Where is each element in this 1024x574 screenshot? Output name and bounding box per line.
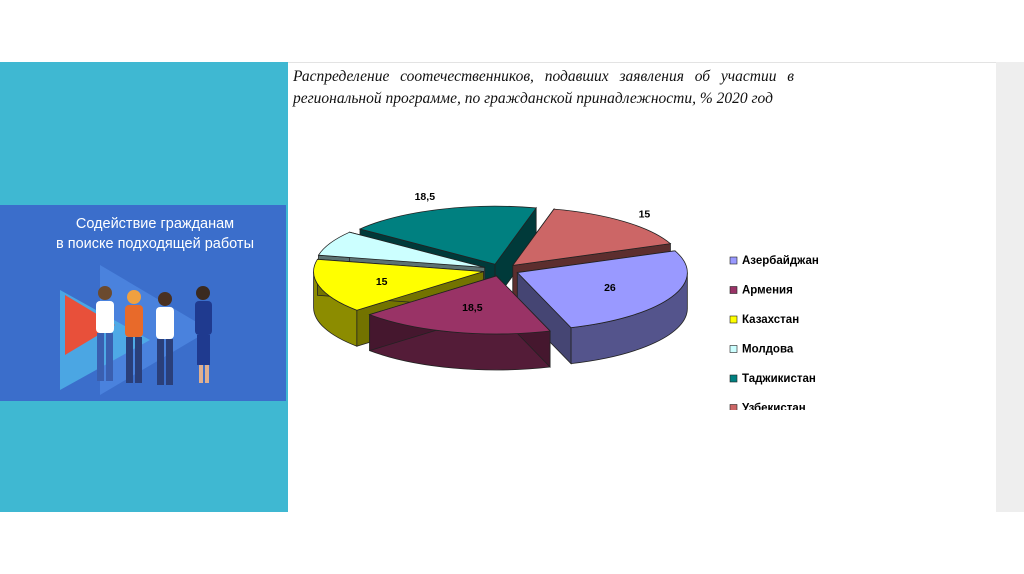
right-scroll-strip [996,62,1024,512]
legend-swatch [729,374,738,383]
top-divider [0,62,1024,63]
chart-legend: Азербайджан Армения Казахстан Молдова Таджик… [729,255,819,411]
chart-title: Распределение соотечественников, подавши… [293,68,794,107]
legend-label: Азербайджан [742,255,819,267]
play-shape-red [65,295,115,355]
data-label: 15 [639,209,651,221]
data-label: 18,5 [462,302,483,314]
legend-swatch [729,256,738,265]
legend-swatch [729,286,738,294]
banner-line-1: Содействие гражданам [75,216,235,232]
worker-figures [96,286,212,385]
banner-caption: Содействие гражданам в поиске подходящей… [30,214,280,254]
banner-illustration [60,265,212,395]
data-label: 15 [376,276,388,288]
legend-label: Молдова [742,344,794,356]
employment-banner: Содействие гражданам в поиске подходящей… [0,205,286,401]
data-label: 26 [604,282,616,294]
data-label: 18,5 [415,191,436,203]
legend-label: Узбекистан [742,403,806,411]
pie-slice [516,250,688,365]
pie-slice [368,274,551,371]
legend-swatch [729,404,738,410]
legend-swatch [729,315,738,324]
pie-slices [313,205,688,371]
legend-swatch [729,345,738,353]
legend-label: Таджикистан [742,373,816,385]
legend-label: Казахстан [742,314,799,326]
legend-label: Армения [742,285,793,297]
banner-line-2: в поиске подходящей работы [55,236,254,252]
